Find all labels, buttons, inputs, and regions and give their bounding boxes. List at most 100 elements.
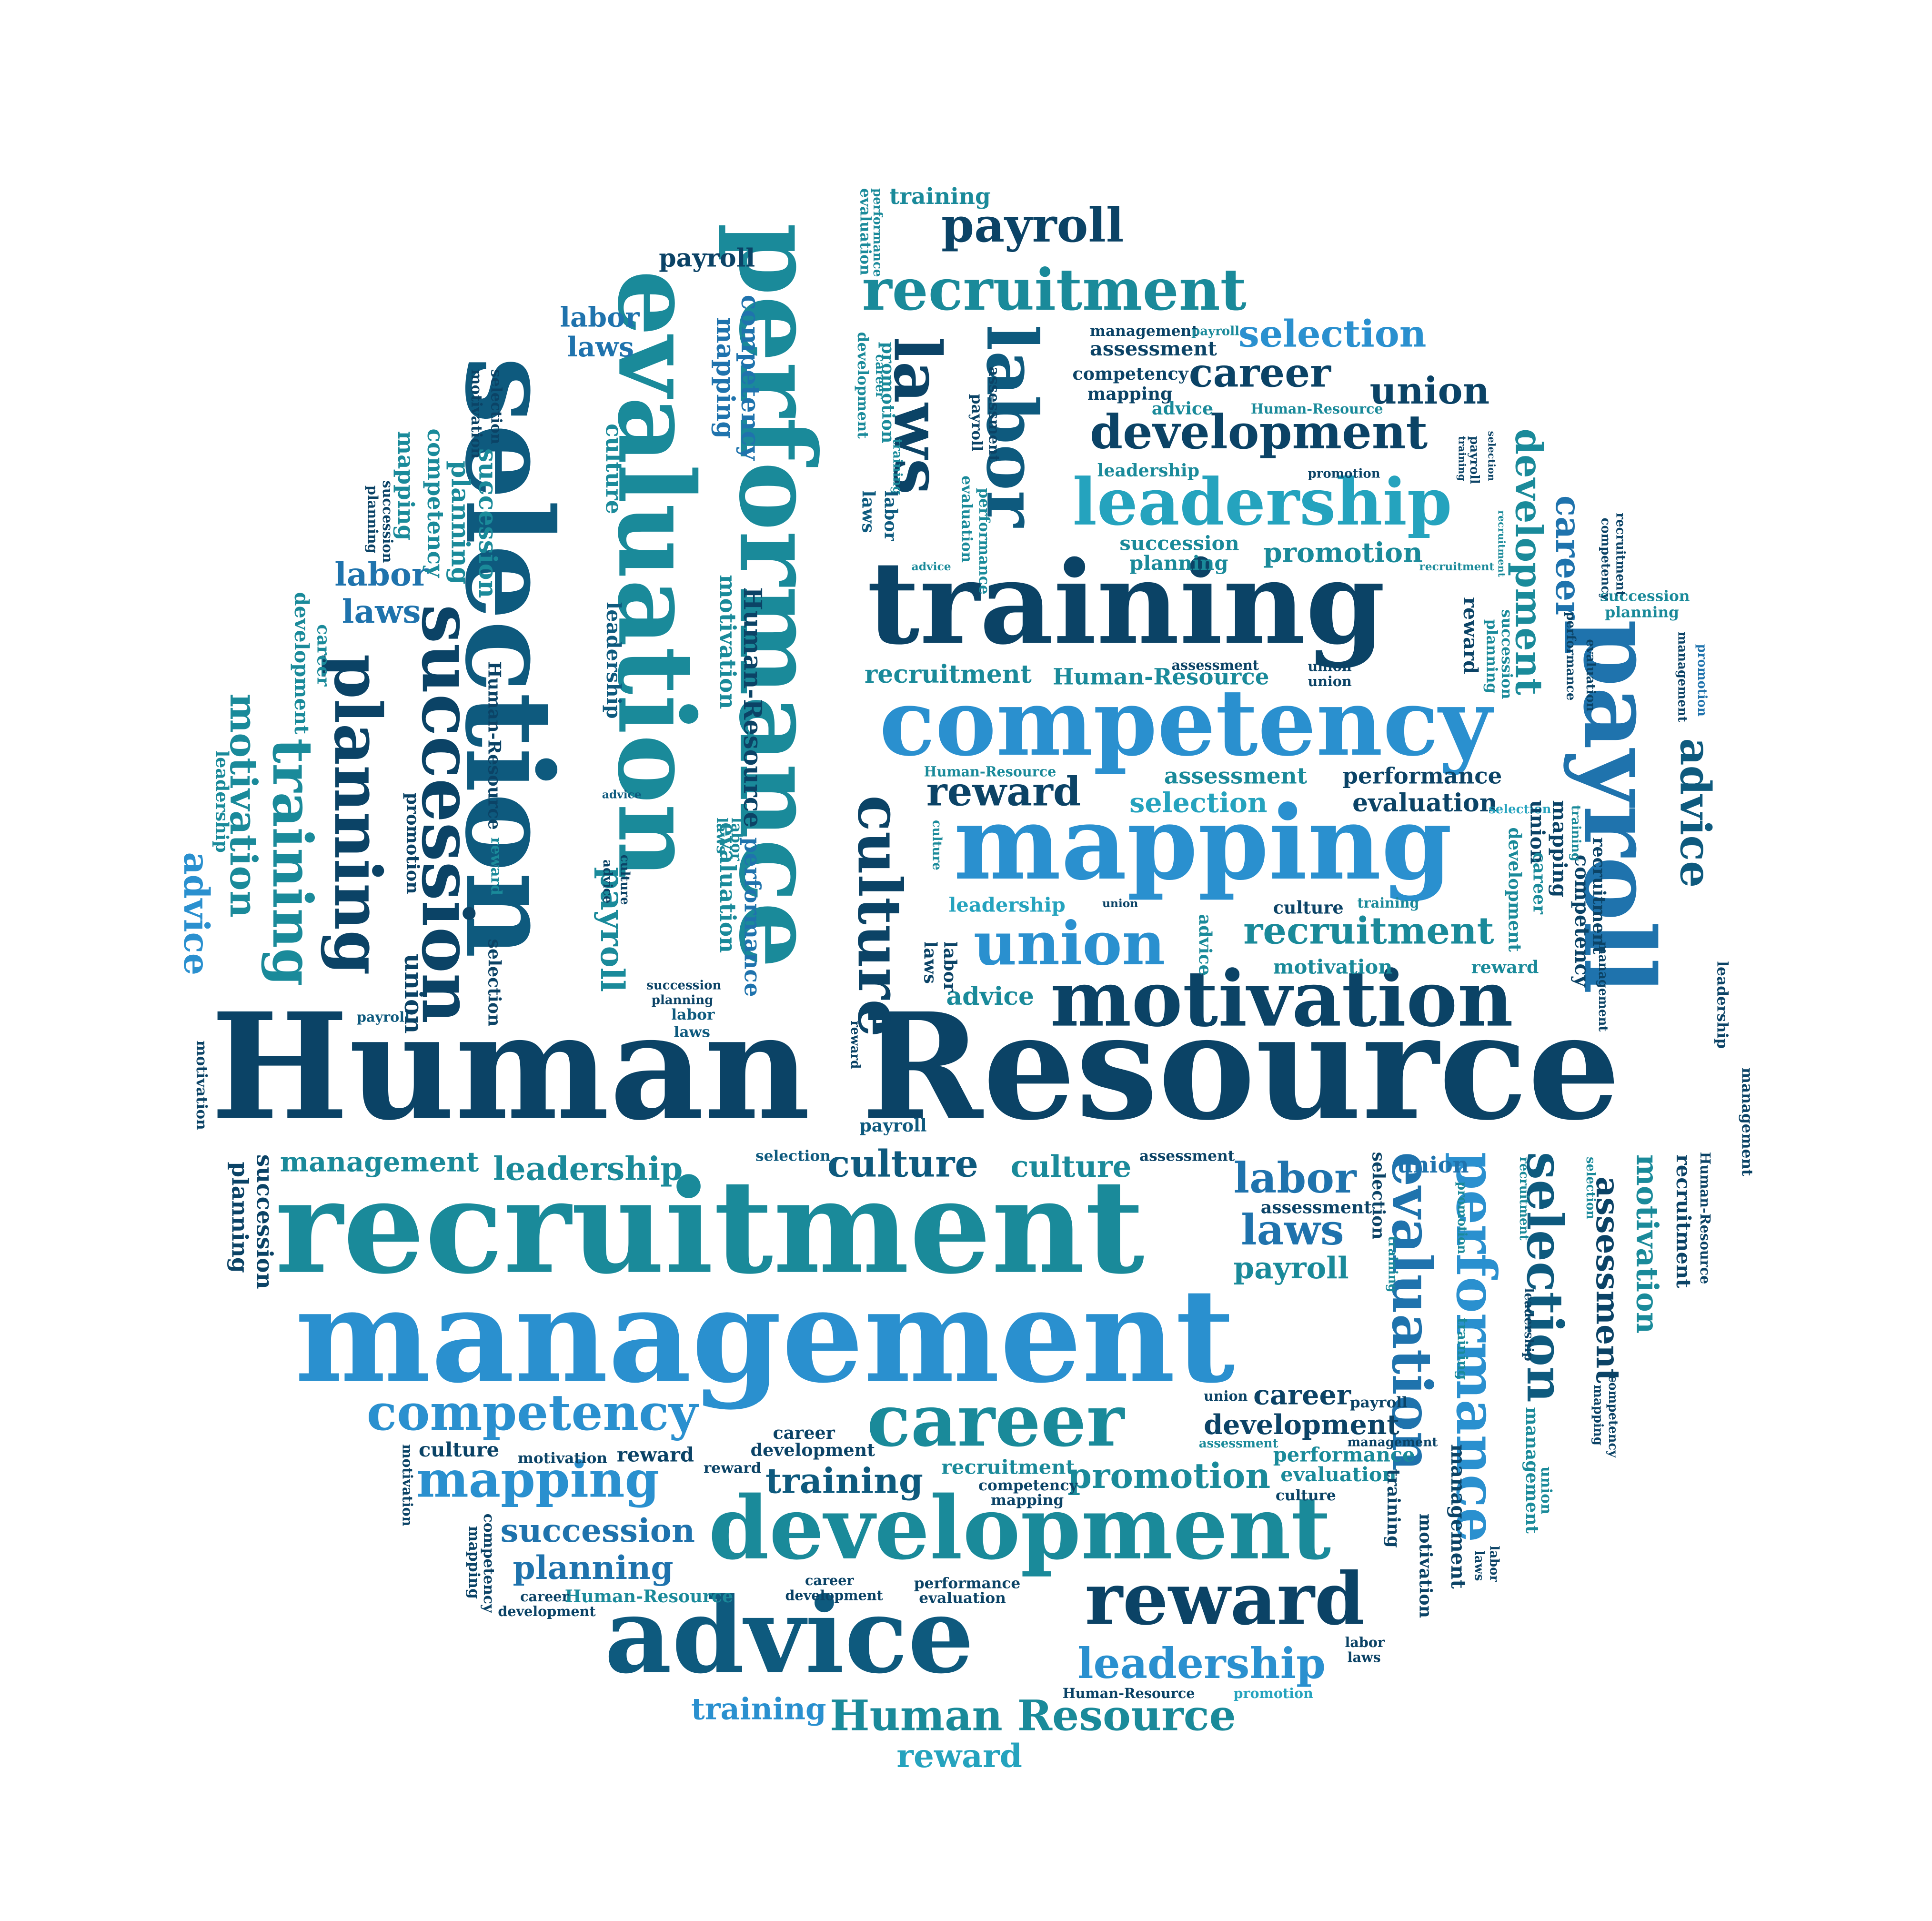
word-selection-top: selection: [1238, 313, 1427, 356]
word-performance-v6: performance: [976, 488, 993, 594]
word-management: management: [295, 1260, 1236, 1412]
word-development-v5: development: [854, 332, 871, 439]
word-planning-right-small: planning: [1605, 604, 1679, 621]
word-recruitment-v12: recruitment: [1517, 1157, 1531, 1240]
word-training-v5: training: [890, 438, 904, 495]
word-career-bottom-left: career: [520, 1588, 569, 1605]
word-laws-v5: laws: [858, 490, 879, 533]
word-labor-v5: labor: [880, 490, 901, 541]
word-motivation-left-vertical: motivation: [221, 694, 265, 918]
word-culture-left-low: culture: [419, 1438, 499, 1461]
word-performance-low: performance: [1273, 1443, 1415, 1466]
word-reward-bottom: reward: [896, 1737, 1022, 1775]
word-union-tiny-mid: union: [1308, 658, 1351, 675]
word-planning-v4: planning: [226, 1162, 252, 1273]
word-labor-tiny-left: labor: [671, 1006, 715, 1023]
word-succession-vertical: succession: [406, 605, 488, 1024]
word-payroll-tiny-low: payroll: [1350, 1394, 1408, 1411]
word-selection-v3: selection: [488, 369, 505, 445]
word-development-top: development: [1090, 404, 1428, 460]
word-human-resource-v9: Human-Resource: [1697, 1152, 1713, 1284]
word-selection-mid: selection: [1129, 787, 1267, 819]
word-training-top: training: [889, 183, 991, 210]
word-promotion-tiny-top: promotion: [1308, 467, 1380, 481]
word-promotion-v1: promotion: [402, 793, 423, 894]
word-development-low: development: [1204, 1409, 1399, 1441]
word-culture-tiny-mid: culture: [1273, 898, 1344, 918]
word-training-v10: training: [1383, 1469, 1404, 1548]
word-competency-v1: competency: [735, 295, 765, 461]
word-succession-v4: succession: [251, 1154, 277, 1289]
word-union-tiny-mid2: union: [1308, 673, 1351, 689]
word-recruitment-inner: recruitment: [865, 660, 1032, 689]
word-human-resource-tiny-mid: Human-Resource: [924, 764, 1057, 780]
word-assessment-right-vertical: assessment: [1589, 1177, 1627, 1384]
word-succession-right-small: succession: [1600, 588, 1690, 605]
word-assessment-tiny-low: assessment: [1199, 1436, 1278, 1451]
word-competency-v8: competency: [1570, 855, 1594, 988]
word-development-bottom: development: [785, 1587, 883, 1603]
word-succession-mid: succession: [1119, 531, 1239, 555]
word-payroll-tiny-right: payroll: [1191, 324, 1239, 339]
word-motivation-right-vertical: motivation: [1630, 1154, 1665, 1334]
word-recruitment-v9: recruitment: [1672, 1154, 1695, 1288]
word-advice-tiny-top: advice: [1152, 398, 1213, 419]
word-performance-right-vertical: performance: [1444, 1152, 1508, 1542]
word-union-mid: union: [974, 909, 1166, 979]
word-culture-v6: culture: [930, 820, 944, 870]
word-human-resource-bottom-small: Human-Resource: [565, 1586, 733, 1607]
word-leadership-low: leadership: [493, 1150, 683, 1188]
word-labor-tiny-bottom: labor: [1345, 1634, 1385, 1650]
word-performance-bottom: performance: [914, 1575, 1020, 1592]
word-motivation-v4: motivation: [399, 1444, 415, 1527]
word-recruitment-v15: recruitment: [1496, 510, 1508, 577]
word-human-resource-bottom: Human Resource: [830, 1690, 1236, 1740]
word-succession-low: succession: [501, 1512, 695, 1549]
word-motivation: motivation: [1050, 954, 1513, 1044]
word-human-resource-tiny-top: Human-Resource: [1251, 401, 1383, 417]
word-recruitment: recruitment: [275, 1151, 1145, 1303]
word-selection-right-vertical: selection: [1516, 1152, 1574, 1403]
word-laws-v12: laws: [1472, 1551, 1486, 1581]
word-career-low: career: [1253, 1379, 1351, 1411]
word-planning-low: planning: [513, 1549, 674, 1587]
word-mapping-low: mapping: [416, 1450, 660, 1508]
word-reward-v13: reward: [1459, 597, 1482, 674]
word-evaluation-v1: evaluation: [714, 822, 741, 953]
word-advice-right-vertical: advice: [1670, 738, 1720, 888]
word-laws-left: laws: [342, 593, 421, 630]
word-recruitment-low: recruitment: [941, 1456, 1075, 1479]
word-advice-mid: advice: [946, 982, 1034, 1011]
word-competency-low: competency: [367, 1383, 699, 1442]
word-laws-vertical: laws: [880, 337, 956, 495]
word-assessment-tiny-mid: assessment: [1172, 657, 1259, 673]
word-recruitment-mid: recruitment: [1243, 910, 1494, 953]
word-career-v5: career: [873, 354, 887, 398]
word-recruitment-tiny-right: recruitment: [1419, 560, 1494, 573]
word-payroll-inner-vertical: payroll: [594, 867, 631, 992]
word-reward-left-low: reward: [617, 1443, 694, 1466]
word-payroll-low: payroll: [1234, 1250, 1349, 1285]
word-advice-tiny-left: advice: [602, 788, 642, 801]
word-succession-v13: succession: [1498, 609, 1515, 699]
word-training-v15: training: [1456, 436, 1468, 481]
word-reward: reward: [1085, 1557, 1365, 1641]
word-union-v8: union: [1526, 800, 1549, 864]
word-evaluation-v5: evaluation: [856, 188, 874, 275]
word-human-resource: Human Resource: [211, 981, 1620, 1153]
word-performance-v5: performance: [870, 188, 885, 277]
word-recruitment-top: recruitment: [862, 257, 1247, 324]
word-training-tiny-mid: training: [1357, 895, 1419, 911]
word-leadership-v12: leadership: [1521, 1288, 1536, 1361]
word-evaluation-bottom: evaluation: [919, 1590, 1006, 1607]
word-laws-tiny-left: laws: [674, 1024, 710, 1041]
word-evaluation-v13: evaluation: [1583, 639, 1598, 711]
word-competency-v4: competency: [480, 1514, 497, 1613]
word-competency-v9: competency: [1606, 1375, 1620, 1458]
word-payroll-top: payroll: [941, 198, 1124, 253]
word-development-v3: development: [290, 592, 313, 735]
word-development-right-vertical: development: [1507, 428, 1550, 695]
word-leadership-v8: leadership: [1713, 961, 1731, 1049]
word-training-v12: training: [1454, 1318, 1470, 1380]
word-leadership-tiny-top: leadership: [1097, 460, 1199, 481]
